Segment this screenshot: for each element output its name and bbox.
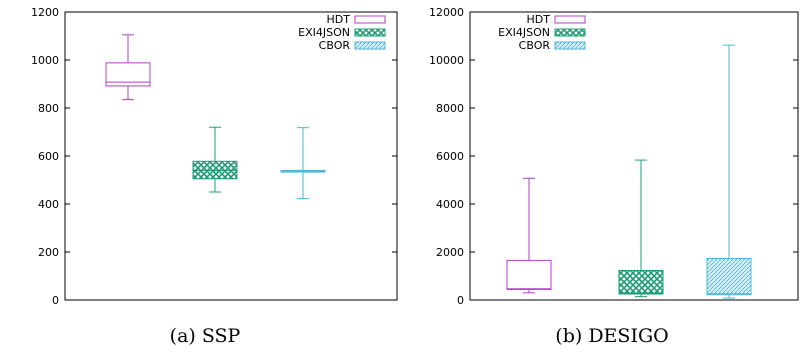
legend-label-hdt: HDT — [327, 13, 351, 26]
legend-swatch-cbor — [354, 41, 386, 50]
chart-panel-desigo: 0 2000 4000 6000 8000 10000 12000 HDTEXI4JSONCB… — [429, 6, 799, 307]
legend-swatch-exi4json — [354, 28, 386, 37]
plot-frame — [64, 11, 398, 301]
y-tick-label: 1200 — [31, 6, 59, 19]
y-tick-label: 200 — [38, 246, 59, 259]
legend-label-cbor: CBOR — [519, 39, 551, 52]
legend-label-cbor: CBOR — [319, 39, 351, 52]
y-tick-label: 12000 — [429, 6, 464, 19]
legend-swatch-exi4json — [554, 28, 586, 37]
legend-swatch-hdt — [554, 15, 586, 24]
legend-label-hdt: HDT — [527, 13, 551, 26]
y-tick-label: 8000 — [436, 102, 464, 115]
box-exi4json-body — [618, 269, 664, 295]
y-tick-label: 6000 — [436, 150, 464, 163]
y-tick-label: 800 — [38, 102, 59, 115]
y-tick-label: 4000 — [436, 198, 464, 211]
y-tick-label: 0 — [52, 294, 59, 307]
y-tick-label: 10000 — [429, 54, 464, 67]
y-tick-label: 2000 — [436, 246, 464, 259]
caption-desigo: (b) DESIGO — [555, 325, 668, 347]
y-tick-label: 600 — [38, 150, 59, 163]
legend-label-exi4json: EXI4JSON — [498, 26, 550, 39]
box-cbor-body — [706, 257, 752, 296]
legend-label-exi4json: EXI4JSON — [298, 26, 350, 39]
plot-frame — [469, 11, 799, 301]
legend-swatch-cbor — [554, 41, 586, 50]
y-tick-label: 0 — [457, 294, 464, 307]
legend-swatch-hdt — [354, 15, 386, 24]
caption-ssp: (a) SSP — [170, 325, 241, 347]
box-hdt-body — [105, 62, 151, 87]
box-hdt-body — [506, 259, 552, 290]
y-tick-label: 1000 — [31, 54, 59, 67]
y-tick-label: 400 — [38, 198, 59, 211]
